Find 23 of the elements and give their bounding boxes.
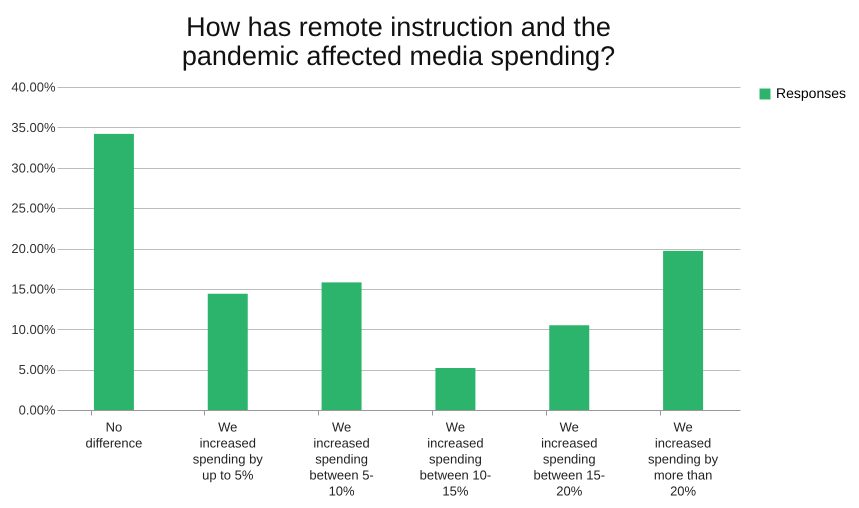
x-tick-label: No difference: [85, 420, 142, 450]
x-tick-label: We increased spending by more than 20%: [648, 420, 719, 498]
legend-label: Responses: [776, 85, 846, 101]
x-tick-label: We increased spending between 10-15%: [420, 420, 492, 498]
y-tick-label: 10.00%: [11, 322, 56, 337]
bar: [322, 282, 362, 410]
y-tick-label: 20.00%: [11, 241, 56, 256]
x-tick-label: We increased spending between 15-20%: [533, 420, 606, 498]
y-tick-label: 15.00%: [11, 281, 56, 296]
bar: [663, 250, 704, 410]
y-tick-label: 25.00%: [11, 200, 56, 216]
y-tick-label: 5.00%: [18, 362, 56, 378]
y-tick-label: 30.00%: [11, 160, 56, 176]
bar: [549, 325, 590, 410]
bar: [94, 134, 134, 410]
y-tick-label: 40.00%: [11, 80, 56, 94]
x-tick-label: We increased spending between 5-10%: [309, 420, 374, 498]
bar: [208, 294, 248, 410]
y-tick-label: 0.00%: [18, 402, 56, 418]
x-tick-label: We increased spending by up to 5%: [192, 420, 264, 482]
y-tick-label: 35.00%: [11, 120, 56, 135]
bar: [435, 368, 476, 410]
chart-title: How has remote instruction and the pandemic affected media spending?: [182, 12, 616, 71]
